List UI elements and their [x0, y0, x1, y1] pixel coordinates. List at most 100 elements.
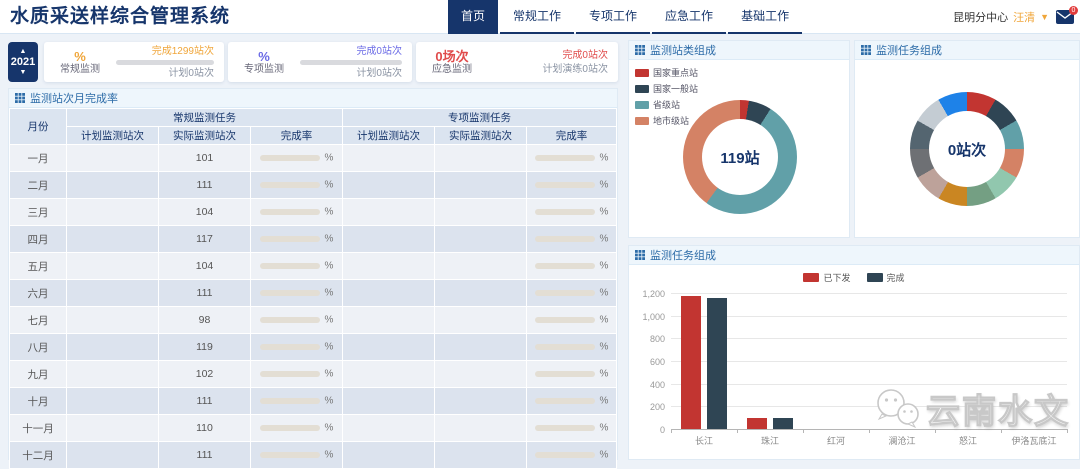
task-donut-hole: 0站次 [929, 111, 1005, 187]
cell-rate-regular: % [249, 387, 344, 415]
main-nav: 首页 常规工作 专项工作 应急工作 基础工作 [448, 0, 804, 34]
completion-rate-bar [534, 344, 595, 351]
stat-card-done-text: 完成0站次 [562, 49, 608, 61]
cell-month: 七月 [9, 306, 67, 334]
task-panel-header: 监测任务组成 [855, 41, 1079, 60]
cell-plan-special [342, 414, 436, 442]
cell-actual-regular: 111 [158, 279, 251, 307]
cell-rate-special: % [526, 441, 617, 469]
stat-card-plan-text: 计划0站次 [168, 67, 214, 79]
legend-swatch [866, 273, 883, 282]
percent-label: % [599, 152, 609, 164]
cell-actual-special [434, 252, 528, 280]
bar-已下发-长江 [680, 296, 701, 429]
cell-rate-special: % [526, 225, 617, 253]
mail-icon[interactable]: 0 [1056, 6, 1078, 24]
cell-plan-special [342, 225, 436, 253]
cell-month: 八月 [9, 333, 67, 361]
cell-rate-regular: % [249, 333, 344, 361]
task-donut-chart: 0站次 [910, 92, 1024, 206]
completion-rate-bar [259, 155, 320, 162]
task-bar-panel: 监测任务组成 已下发 完成 1,200 1,000 800 600 400 200 0 长江 珠江… [628, 245, 1080, 460]
completion-rate-bar [259, 371, 320, 378]
completion-rate-bar [259, 398, 320, 405]
legend-item-0[interactable]: 国家重点站 [635, 66, 698, 79]
year-up-icon[interactable]: ▲ [19, 47, 27, 55]
cell-actual-regular: 110 [158, 414, 251, 442]
cell-actual-special [434, 387, 528, 415]
x-axis-tick [1001, 429, 1002, 433]
column-header-rate: 完成率 [526, 126, 617, 145]
monthly-completion-table: 月份 常规监测任务 专项监测任务 计划监测站次 实际监测站次 完成率 计划监测站… [9, 108, 617, 469]
cell-actual-regular: 111 [158, 171, 251, 199]
cell-actual-regular: 102 [158, 360, 251, 388]
station-composition-panel: 监测站类组成 国家重点站国家一般站省级站地市级站 119站 [628, 40, 850, 238]
cell-rate-special: % [526, 387, 617, 415]
cell-actual-regular: 104 [158, 252, 251, 280]
y-axis-label: 1,000 [642, 311, 665, 322]
group-header-regular: 常规监测任务 [65, 108, 344, 127]
legend-item-3[interactable]: 地市级站 [635, 114, 698, 127]
cell-plan-regular [66, 414, 159, 442]
completion-rate-bar [259, 236, 320, 243]
cell-plan-special [342, 144, 436, 172]
bar-已下发-珠江 [747, 417, 767, 429]
x-axis-label: 怒江 [958, 436, 977, 446]
column-header-rate: 完成率 [249, 126, 344, 145]
cell-month: 十二月 [9, 441, 67, 469]
nav-tab-0[interactable]: 首页 [448, 0, 499, 34]
cell-plan-regular [66, 198, 159, 226]
cell-rate-special: % [526, 360, 617, 388]
legend-item-2[interactable]: 省级站 [635, 98, 698, 111]
legend-swatch [803, 273, 820, 282]
table-panel-header: 监测站次月完成率 [9, 89, 617, 108]
task-panel-title: 监测任务组成 [876, 45, 942, 57]
user-name[interactable]: 汪清 [1013, 12, 1036, 24]
nav-tab-3[interactable]: 应急工作 [652, 0, 727, 34]
nav-tab-4[interactable]: 基础工作 [728, 0, 803, 34]
completion-rate-bar [534, 425, 595, 432]
monthly-table-panel: 监测站次月完成率 月份 常规监测任务 专项监测任务 计划监测站次 实际监测站次 … [8, 88, 618, 469]
cell-month: 一月 [9, 144, 67, 172]
cell-plan-special [342, 387, 436, 415]
cell-plan-regular [66, 360, 159, 388]
percent-label: % [324, 422, 334, 434]
completion-rate-bar [259, 425, 320, 432]
nav-tab-2[interactable]: 专项工作 [576, 0, 651, 34]
percent-label: % [324, 287, 334, 299]
stat-card-plan-text: 计划0站次 [356, 67, 402, 79]
task-donut-center-label: 0站次 [947, 141, 987, 159]
x-axis-label: 澜沧江 [888, 436, 916, 446]
cell-plan-special [342, 441, 436, 469]
legend-item-1[interactable]: 国家一般站 [635, 82, 698, 95]
bar-chart-legend: 已下发 完成 [629, 271, 1079, 284]
bar-legend-item-1[interactable]: 完成 [866, 271, 905, 284]
table-row: 十二月 111%% [9, 441, 617, 469]
completion-rate-bar [259, 344, 320, 351]
nav-tab-1[interactable]: 常规工作 [500, 0, 575, 34]
percent-label: % [324, 395, 334, 407]
cell-plan-regular [66, 306, 159, 334]
station-donut-legend: 国家重点站国家一般站省级站地市级站 [635, 66, 698, 127]
cell-actual-regular: 101 [158, 144, 251, 172]
y-axis-label: 800 [649, 334, 665, 345]
station-donut-center-label: 119站 [720, 149, 760, 167]
cell-plan-regular [66, 225, 159, 253]
legend-label: 地市级站 [653, 116, 690, 126]
cell-plan-special [342, 333, 436, 361]
cell-plan-special [342, 279, 436, 307]
cell-actual-regular: 111 [158, 441, 251, 469]
cell-actual-regular: 98 [158, 306, 251, 334]
cell-plan-regular [66, 441, 159, 469]
year-down-icon[interactable]: ▼ [19, 68, 27, 76]
station-panel-header: 监测站类组成 [629, 41, 849, 60]
completion-rate-bar [259, 263, 320, 270]
chevron-down-icon[interactable]: ▼ [1040, 12, 1049, 22]
bar-legend-item-0[interactable]: 已下发 [803, 271, 851, 284]
table-row: 四月 117%% [9, 225, 617, 253]
cell-actual-special [434, 225, 528, 253]
stat-card-progress-bar [116, 59, 214, 65]
gridline [671, 406, 1067, 408]
stat-card-value: 0场次 [435, 48, 469, 64]
percent-label: % [324, 206, 334, 218]
